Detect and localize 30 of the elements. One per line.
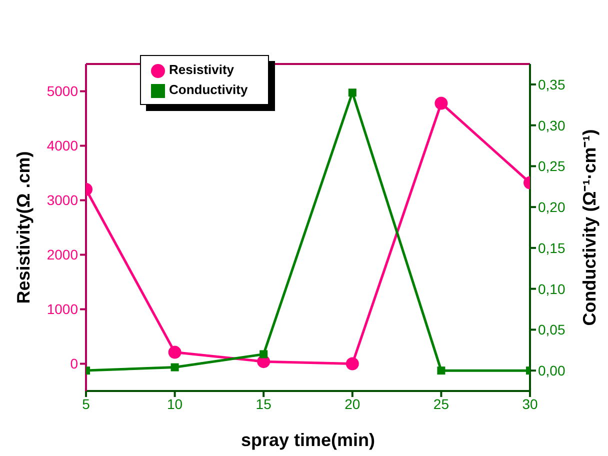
y-axis-title: Resistivity(Ω .cm) [13, 151, 34, 304]
y-tick-label: 4000 [46, 138, 78, 154]
y2-tick-label: 0,20 [538, 199, 566, 216]
x-tick-label: 25 [433, 396, 450, 412]
point [437, 366, 446, 375]
point [170, 363, 179, 372]
x-tick-label: 5 [82, 396, 90, 412]
point [346, 357, 359, 370]
x-tick-label: 20 [344, 396, 360, 412]
legend-label: Resistivity [169, 62, 234, 77]
y2-tick-label: 0,10 [538, 280, 566, 297]
point [260, 350, 268, 358]
y-tick-label: 5000 [46, 83, 78, 100]
y2-tick-label: 0,00 [538, 362, 566, 379]
y2-tick-label: 0,30 [538, 117, 566, 134]
y2-tick-label: 0,05 [538, 322, 566, 338]
y2-tick-label: 0,35 [538, 76, 566, 92]
y-tick-label: 3000 [46, 192, 78, 208]
x-tick-label: 10 [167, 396, 183, 412]
x-axis-title: spray time(min) [240, 430, 376, 450]
point [348, 88, 356, 97]
y-tick-label: 1000 [46, 301, 78, 318]
x-tick-label: 15 [256, 396, 272, 412]
y2-tick-label: 0,25 [538, 158, 566, 174]
x-tick-label: 30 [522, 396, 538, 412]
y-tick-label: 0 [70, 356, 78, 372]
y-tick-label: 2000 [46, 246, 78, 263]
y2-tick-label: 0,15 [538, 240, 566, 256]
legend-label: Conductivity [169, 82, 248, 97]
y2-axis-title: Conductivity (Ω⁻¹·cm⁻¹) [579, 129, 600, 326]
